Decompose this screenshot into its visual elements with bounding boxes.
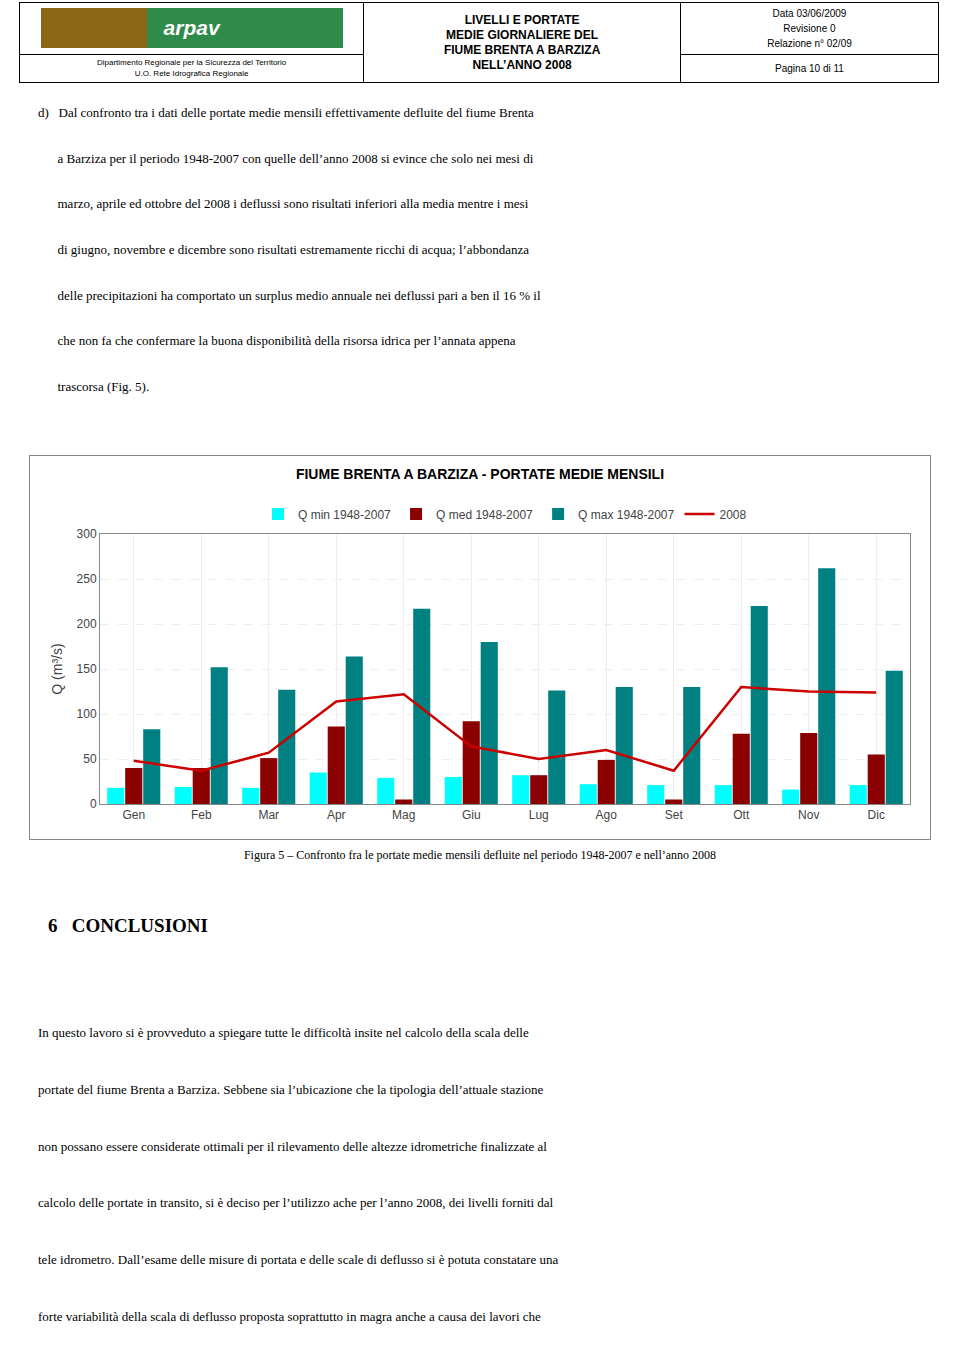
html-text:marzo, aprile ed ottobre del 2: marzo, aprile ed ottobre del 2008 i defl… <box>38 196 529 212</box>
html-text:Figura 5 – Confronto fra le po: Figura 5 – Confronto fra le portate medi… <box>243 848 717 862</box>
svg-text:Set: Set <box>665 808 684 822</box>
svg-text:250: 250 <box>77 572 97 586</box>
svg-text:Q med 1948-2007: Q med 1948-2007 <box>436 508 533 522</box>
html-text:arpav: arpav <box>163 16 220 40</box>
svg-text:Apr: Apr <box>327 808 346 822</box>
svg-text:50: 50 <box>83 752 97 766</box>
svg-text:Q max 1948-2007: Q max 1948-2007 <box>578 508 674 522</box>
html-text:Relazione n° 02/09: Relazione n° 02/09 <box>767 37 852 49</box>
svg-text:Dic: Dic <box>868 808 885 822</box>
svg-text:100: 100 <box>77 707 97 721</box>
html-text:delle precipitazioni ha compor: delle precipitazioni ha comportato un su… <box>38 287 541 303</box>
html-text:FIUME BRENTA A BARZIZA: FIUME BRENTA A BARZIZA <box>443 42 601 57</box>
html-text:Data 03/06/2009: Data 03/06/2009 <box>772 7 847 19</box>
html-text:U.O. Rete Idrografica Regional: U.O. Rete Idrografica Regionale <box>134 69 249 79</box>
html-text:portate del fiume Brenta a Bar: portate del fiume Brenta a Barziza. Sebb… <box>38 1082 544 1097</box>
svg-text:Feb: Feb <box>191 808 212 822</box>
html-text:LIVELLI E PORTATE: LIVELLI E PORTATE <box>464 12 580 27</box>
svg-text:0: 0 <box>90 797 97 811</box>
html-text:d) Dal confronto tra i dati de: d) Dal confronto tra i dati delle portat… <box>38 104 534 120</box>
svg-text:2008: 2008 <box>719 508 746 522</box>
svg-text:Gen: Gen <box>122 808 145 822</box>
svg-text:Nov: Nov <box>798 808 819 822</box>
svg-text:Ago: Ago <box>596 808 618 822</box>
svg-text:Mar: Mar <box>258 808 279 822</box>
svg-text:Q (m³/s): Q (m³/s) <box>49 643 65 694</box>
svg-text:Q min 1948-2007: Q min 1948-2007 <box>298 508 391 522</box>
html-text:non possano essere considerate: non possano essere considerate ottimali … <box>38 1138 547 1154</box>
svg-text:Mag: Mag <box>392 808 415 822</box>
html-text:Revisione 0: Revisione 0 <box>783 22 836 34</box>
svg-text:300: 300 <box>77 527 97 541</box>
html-text:tele idrometro. Dall’esame del: tele idrometro. Dall’esame delle misure … <box>38 1252 559 1267</box>
html-text:calcolo delle portate in trans: calcolo delle portate in transito, si è … <box>38 1195 554 1211</box>
html-text:6 CONCLUSIONI: 6 CONCLUSIONI <box>48 915 208 936</box>
svg-text:Ott: Ott <box>733 808 750 822</box>
svg-text:200: 200 <box>77 617 97 631</box>
html-text:di giugno, novembre e dicembre: di giugno, novembre e dicembre sono risu… <box>38 242 529 257</box>
html-text:In questo lavoro si è provvedu: In questo lavoro si è provveduto a spieg… <box>38 1025 529 1041</box>
html-text:NELL’ANNO 2008: NELL’ANNO 2008 <box>472 57 572 72</box>
html-text:Pagina 10 di 11: Pagina 10 di 11 <box>775 62 844 74</box>
svg-text:Lug: Lug <box>529 808 549 822</box>
html-text:forte variabilità della scala: forte variabilità della scala di defluss… <box>38 1308 541 1324</box>
html-text:che non fa che confermare la b: che non fa che confermare la buona dispo… <box>38 333 516 349</box>
svg-text:FIUME BRENTA A BARZIZA - PORTA: FIUME BRENTA A BARZIZA - PORTATE MEDIE M… <box>296 466 664 482</box>
html-text:MEDIE GIORNALIERE DEL: MEDIE GIORNALIERE DEL <box>446 27 599 42</box>
html-text:trascorsa (Fig. 5).: trascorsa (Fig. 5). <box>38 379 150 395</box>
html-text:a Barziza per il periodo 1948-: a Barziza per il periodo 1948-2007 con q… <box>38 150 534 166</box>
svg-text:Giu: Giu <box>462 808 481 822</box>
html-text:Dipartimento Regionale per la: Dipartimento Regionale per la Sicurezza … <box>97 58 287 68</box>
svg-text:150: 150 <box>77 662 97 676</box>
